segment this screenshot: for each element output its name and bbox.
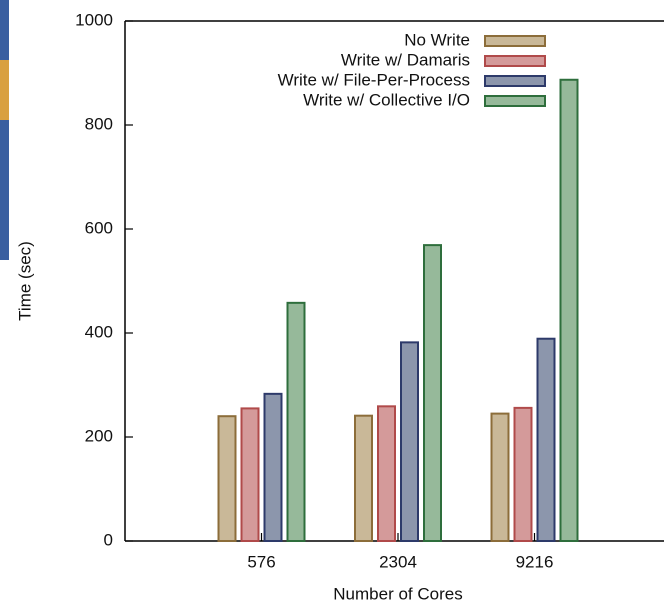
- x-tick-label: 2304: [379, 552, 417, 571]
- y-tick-label: 400: [85, 322, 113, 341]
- legend-swatch: [485, 56, 545, 66]
- y-tick-label: 600: [85, 218, 113, 237]
- bar: [492, 414, 509, 541]
- legend-swatch: [485, 96, 545, 106]
- background-fragment: [0, 60, 9, 120]
- bar: [515, 408, 532, 541]
- page: {"chart_data": {"type": "bar", "x_label"…: [0, 0, 664, 605]
- bar: [424, 245, 441, 541]
- bar: [378, 406, 395, 541]
- y-tick-label: 1000: [75, 10, 113, 29]
- bar: [355, 416, 372, 541]
- legend-swatch: [485, 76, 545, 86]
- x-tick-label: 576: [247, 552, 275, 571]
- x-axis-label: Number of Cores: [333, 584, 462, 603]
- x-tick-label: 9216: [516, 552, 554, 571]
- y-tick-label: 200: [85, 426, 113, 445]
- bar: [219, 416, 236, 541]
- chart: Time (sec) Number of Cores 0 200 400 600 800…: [0, 0, 664, 605]
- legend-label: No Write: [404, 30, 470, 49]
- y-tick-label: 800: [85, 114, 113, 133]
- bar: [242, 408, 259, 541]
- bar: [538, 339, 555, 541]
- bar: [265, 394, 282, 541]
- bar: [288, 303, 305, 541]
- legend-label: Write w/ Damaris: [341, 50, 470, 69]
- background-fragment: [0, 0, 9, 260]
- bar: [561, 80, 578, 541]
- legend-label: Write w/ Collective I/O: [303, 90, 470, 109]
- y-axis-label: Time (sec): [15, 241, 34, 321]
- legend-swatch: [485, 36, 545, 46]
- legend-label: Write w/ File-Per-Process: [278, 70, 470, 89]
- y-tick-label: 0: [104, 530, 113, 549]
- bar: [401, 342, 418, 541]
